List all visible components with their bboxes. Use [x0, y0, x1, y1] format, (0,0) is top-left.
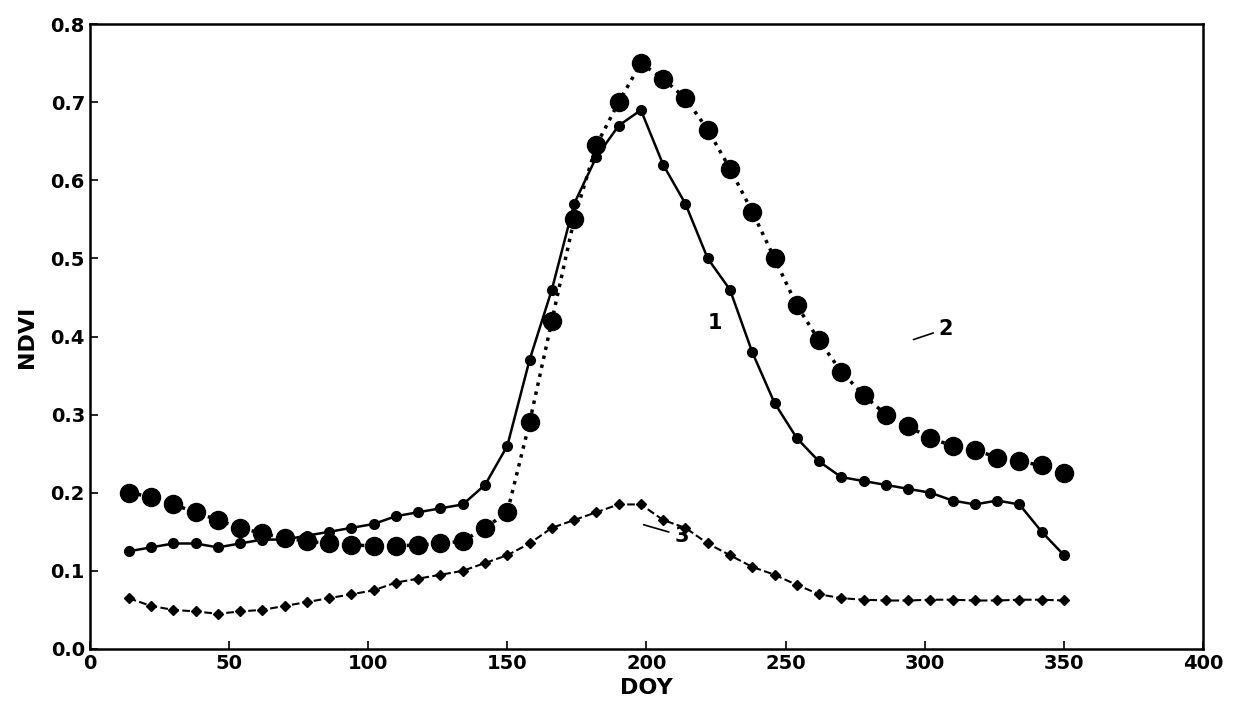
X-axis label: DOY: DOY [620, 679, 673, 699]
Text: 1: 1 [708, 313, 722, 333]
Text: 2: 2 [914, 319, 954, 340]
Y-axis label: NDVI: NDVI [16, 305, 37, 368]
Text: 3: 3 [644, 525, 688, 546]
